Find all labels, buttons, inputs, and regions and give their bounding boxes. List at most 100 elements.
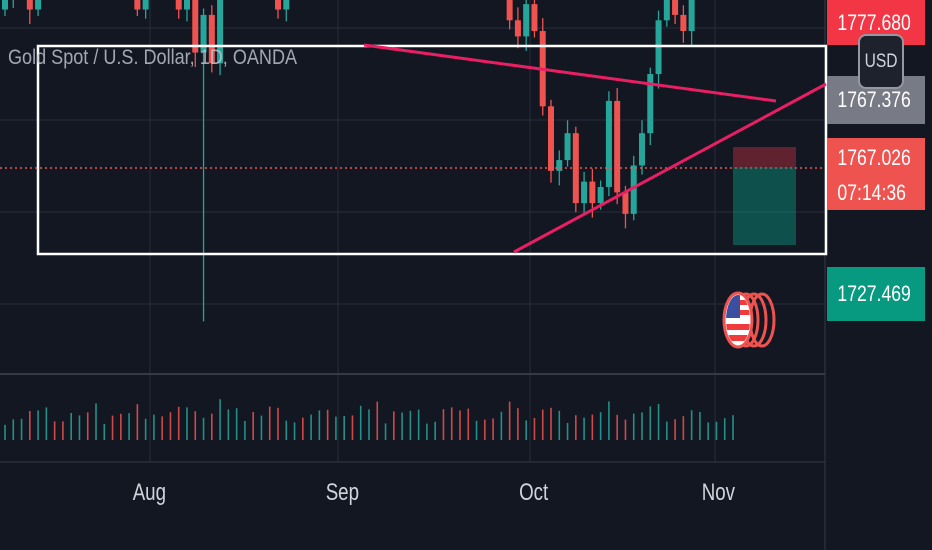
- volume-bar: [376, 401, 379, 440]
- volume-bar: [368, 409, 370, 440]
- volume-bar: [434, 421, 436, 440]
- volume-bar: [591, 414, 594, 440]
- volume-bar: [699, 412, 701, 440]
- volume-bar: [475, 420, 478, 440]
- price-tag-high: 1777.680: [827, 0, 925, 45]
- candle-body: [506, 0, 513, 21]
- volume-bar: [161, 416, 163, 440]
- price-tag-last: 1767.026 07:14:36: [827, 138, 925, 210]
- volume-bar: [723, 418, 726, 440]
- volume-bar: [136, 404, 139, 440]
- volume-bar: [70, 413, 72, 440]
- candle-body: [647, 74, 654, 134]
- volume-bar: [682, 416, 685, 440]
- volume-bar: [95, 403, 97, 440]
- volume-bar: [459, 410, 461, 440]
- candle-body: [531, 4, 538, 32]
- volume-bar: [62, 421, 64, 440]
- countdown-timer: 07:14:36: [837, 180, 906, 205]
- x-axis-tick-aug: Aug: [132, 479, 167, 506]
- volume-bar: [45, 407, 48, 440]
- ascending-trend-line: [513, 82, 827, 254]
- candle-body: [581, 181, 588, 204]
- volume-bar: [128, 413, 130, 440]
- volume-bar: [4, 424, 6, 440]
- candle-body: [564, 133, 571, 161]
- candle-body: [200, 14, 207, 53]
- candle-body: [283, 0, 290, 10]
- x-axis-tick-oct: Oct: [519, 479, 549, 506]
- volume-bar: [111, 415, 114, 440]
- candle-body: [614, 100, 621, 193]
- candle-body: [208, 14, 215, 64]
- volume-bar: [417, 409, 420, 440]
- price-tag-trendline: 1767.376: [827, 76, 925, 124]
- volume-bar: [616, 414, 618, 440]
- volume-bar: [335, 416, 337, 440]
- volume-bar: [583, 417, 585, 440]
- volume-bar: [20, 418, 23, 440]
- volume-bar: [632, 413, 635, 440]
- x-axis-tick-nov: Nov: [701, 479, 735, 506]
- chart-grid: [0, 0, 826, 550]
- volume-bar: [575, 415, 577, 440]
- volume-bar: [244, 421, 246, 440]
- candle-body: [663, 0, 670, 21]
- volume-bar: [707, 422, 709, 440]
- candle-body: [35, 0, 42, 10]
- volume-bar: [442, 409, 445, 440]
- currency-selector-button[interactable]: USD: [858, 34, 904, 89]
- candle-body: [523, 4, 530, 37]
- volume-bar: [318, 410, 321, 440]
- volume-bar: [550, 407, 552, 440]
- candle-body: [192, 0, 199, 53]
- volume-bar: [351, 415, 354, 440]
- volume-bar: [666, 421, 668, 440]
- us-flag-icon[interactable]: [718, 280, 782, 370]
- volume-bar: [219, 399, 221, 440]
- candle-body: [630, 165, 637, 214]
- volume-bar: [194, 411, 197, 440]
- volume-bar: [657, 404, 660, 440]
- volume-bar: [566, 423, 569, 440]
- candle-body: [184, 0, 190, 10]
- candle-body: [134, 0, 141, 10]
- volume-bar: [508, 401, 511, 440]
- candle-body: [275, 0, 281, 10]
- volume-bar: [153, 414, 155, 440]
- chart-title: Gold Spot / U.S. Dollar, 1D, OANDA: [8, 46, 298, 69]
- volume-bar: [53, 421, 56, 440]
- volume-bar: [384, 423, 387, 440]
- volume-bar: [144, 418, 147, 440]
- candle-body: [639, 133, 645, 166]
- volume-bar: [492, 418, 494, 440]
- volume-bar: [484, 419, 486, 440]
- volume-bar: [235, 408, 238, 440]
- range-rectangle: [36, 44, 828, 256]
- volume-bar: [169, 412, 172, 440]
- volume-bar: [359, 405, 362, 440]
- volume-bar: [649, 406, 652, 440]
- candle-body: [672, 0, 679, 15]
- candle-body: [548, 106, 554, 171]
- volume-bar: [211, 413, 213, 440]
- candle-body: [622, 192, 629, 214]
- candle-body: [514, 20, 521, 37]
- volume-bar: [326, 409, 329, 440]
- drawing-overlays[interactable]: [0, 43, 828, 256]
- candle-body: [688, 0, 695, 32]
- volume-bar: [517, 408, 519, 440]
- volume-bar: [715, 421, 718, 440]
- volume-bar: [285, 420, 288, 440]
- candle-body: [217, 0, 224, 64]
- volume-bar: [37, 410, 39, 440]
- volume-bar: [624, 419, 627, 440]
- candle-body: [26, 0, 33, 10]
- volume-bar: [690, 410, 693, 440]
- volume-bar: [599, 412, 602, 440]
- volume-bar: [86, 412, 89, 440]
- candle-body: [680, 14, 687, 32]
- volume-bar: [732, 415, 734, 440]
- candle-body: [142, 0, 149, 10]
